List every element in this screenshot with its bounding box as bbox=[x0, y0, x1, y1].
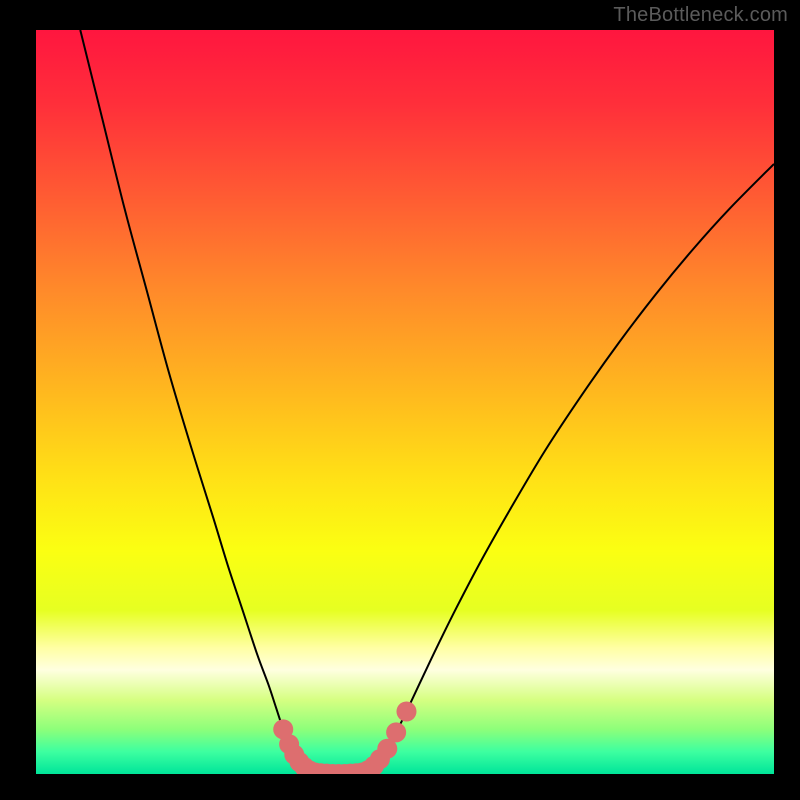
data-marker bbox=[396, 702, 416, 722]
data-marker bbox=[386, 722, 406, 742]
marker-group bbox=[273, 702, 416, 775]
bottleneck-curve-chart bbox=[36, 30, 774, 774]
curve-left bbox=[80, 30, 321, 773]
plot-area bbox=[36, 30, 774, 774]
curve-right bbox=[356, 164, 774, 773]
watermark-text: TheBottleneck.com bbox=[613, 4, 788, 27]
